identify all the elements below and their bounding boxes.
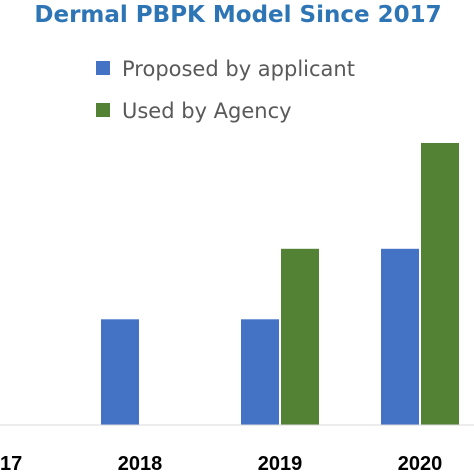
x-axis-ticks: 2017 2018 2019 2020 [0,453,442,474]
legend-label-agency: Used by Agency [122,99,292,123]
legend-swatch-proposed [96,61,110,75]
bar-2020-proposed [381,248,419,426]
legend-label-proposed: Proposed by applicant [122,57,355,81]
bar-2019-proposed [241,319,279,426]
legend-swatch-agency [96,103,110,117]
chart-title: Dermal PBPK Model Since 2017 [34,2,441,28]
bars [101,143,459,426]
legend: Proposed by applicant Used by Agency [96,57,355,123]
bar-2019-agency [281,248,319,426]
x-tick-label-2017: 2017 [0,453,22,474]
x-tick-label-2020: 2020 [398,453,443,474]
bar-2018-proposed [101,319,139,426]
x-tick-label-2018: 2018 [118,453,163,474]
x-tick-label-2019: 2019 [258,453,303,474]
bar-2020-agency [421,143,459,425]
